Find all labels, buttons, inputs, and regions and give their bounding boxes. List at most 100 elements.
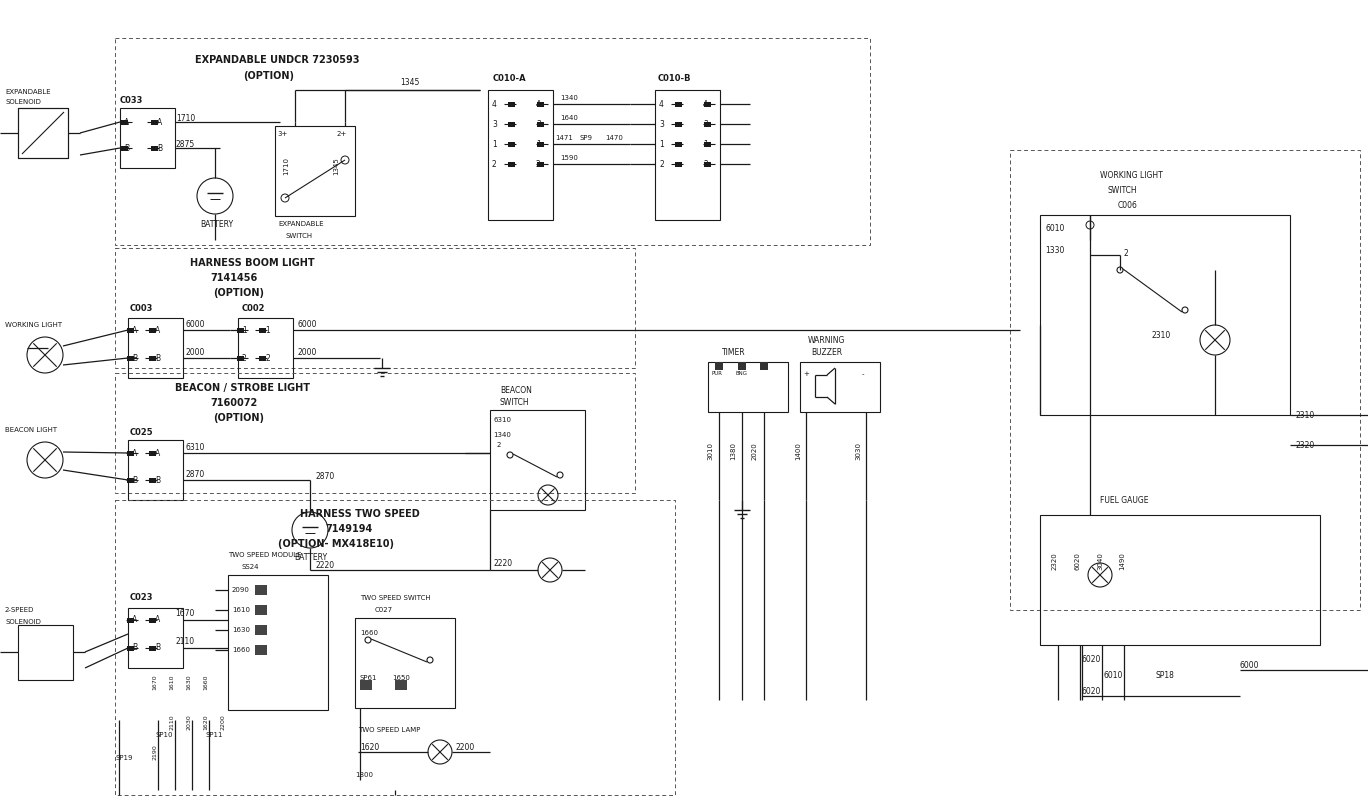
Text: A: A — [157, 117, 163, 126]
Text: 4: 4 — [659, 100, 663, 108]
Text: 6000: 6000 — [298, 320, 317, 328]
Text: 1660: 1660 — [233, 647, 250, 653]
Text: C025: C025 — [130, 427, 153, 437]
Text: 2310: 2310 — [1152, 331, 1171, 340]
Bar — [1040, 515, 1320, 645]
Text: 2: 2 — [703, 159, 707, 168]
Text: C010-A: C010-A — [492, 74, 527, 83]
Bar — [115, 248, 635, 368]
Text: TWO SPEED SWITCH: TWO SPEED SWITCH — [360, 595, 431, 601]
Text: 3: 3 — [659, 120, 663, 129]
Text: WARNING: WARNING — [808, 336, 845, 345]
Text: (OPTION): (OPTION) — [213, 288, 264, 298]
Bar — [674, 142, 683, 146]
Text: 2: 2 — [497, 442, 502, 448]
Text: B: B — [155, 643, 160, 653]
Text: 6310: 6310 — [492, 417, 512, 423]
Text: 7141456: 7141456 — [211, 273, 257, 283]
Text: SS24: SS24 — [242, 564, 260, 570]
Text: (OPTION): (OPTION) — [244, 71, 294, 81]
Bar — [705, 142, 711, 146]
Text: 4: 4 — [703, 100, 707, 108]
Text: TWO SPEED LAMP: TWO SPEED LAMP — [358, 727, 420, 733]
Bar — [149, 355, 156, 361]
Text: TWO SPEED MODULE: TWO SPEED MODULE — [228, 552, 301, 558]
Text: 1: 1 — [659, 139, 663, 149]
Bar — [254, 645, 267, 655]
Text: SP19: SP19 — [116, 755, 134, 761]
Text: 3030: 3030 — [855, 442, 860, 460]
Text: 6000: 6000 — [1239, 660, 1260, 670]
Text: 2875: 2875 — [176, 139, 196, 149]
Text: 6020: 6020 — [1082, 688, 1101, 697]
Text: B: B — [131, 643, 137, 653]
Text: 1620: 1620 — [204, 714, 208, 730]
Text: SOLENOID: SOLENOID — [5, 99, 41, 105]
Text: 1: 1 — [242, 325, 246, 334]
Text: C023: C023 — [130, 594, 153, 603]
Bar — [508, 121, 514, 126]
Text: SWITCH: SWITCH — [499, 397, 529, 406]
Bar — [715, 362, 724, 370]
Text: B: B — [131, 476, 137, 485]
Text: C003: C003 — [130, 303, 153, 312]
Text: 6010: 6010 — [1045, 223, 1064, 232]
Text: 1800: 1800 — [356, 772, 373, 778]
Text: C027: C027 — [375, 607, 393, 613]
Text: 2000: 2000 — [298, 348, 317, 357]
Text: 3: 3 — [536, 120, 540, 129]
Bar — [259, 328, 265, 332]
Bar — [356, 618, 456, 708]
Text: 2: 2 — [1123, 248, 1127, 257]
Bar — [254, 605, 267, 615]
Text: 1345: 1345 — [332, 157, 339, 175]
Text: A: A — [131, 448, 137, 458]
Bar — [395, 680, 408, 690]
Text: A: A — [131, 325, 137, 334]
Bar — [538, 162, 544, 167]
Text: 1340: 1340 — [492, 432, 510, 438]
Text: C010-B: C010-B — [658, 74, 691, 83]
Text: 2200: 2200 — [456, 743, 475, 752]
Text: 3: 3 — [703, 120, 707, 129]
Text: HARNESS TWO SPEED: HARNESS TWO SPEED — [300, 509, 420, 519]
Bar — [488, 90, 553, 220]
Text: EXPANDABLE: EXPANDABLE — [278, 221, 324, 227]
Text: 2000: 2000 — [186, 348, 205, 357]
Bar — [259, 355, 265, 361]
Text: WORKING LIGHT: WORKING LIGHT — [1100, 171, 1163, 180]
Text: +: + — [803, 371, 808, 377]
Text: C033: C033 — [120, 95, 144, 104]
Bar — [238, 318, 293, 378]
Text: SOLENOID: SOLENOID — [5, 619, 41, 625]
Text: 3040: 3040 — [1097, 552, 1103, 570]
Bar — [127, 451, 134, 455]
Text: SP10: SP10 — [155, 732, 172, 738]
Bar — [705, 121, 711, 126]
Bar — [150, 146, 157, 150]
Text: 1380: 1380 — [731, 442, 736, 460]
Text: SP11: SP11 — [207, 732, 223, 738]
Text: 2: 2 — [492, 159, 497, 168]
Bar — [674, 121, 683, 126]
Text: B: B — [124, 143, 129, 153]
Text: 4: 4 — [536, 100, 540, 108]
Text: SWITCH: SWITCH — [1108, 185, 1138, 194]
Text: 2310: 2310 — [1295, 410, 1315, 420]
Bar — [508, 142, 514, 146]
Text: 2110: 2110 — [170, 714, 175, 730]
Text: BATTERY: BATTERY — [200, 219, 233, 228]
Text: 2110: 2110 — [175, 637, 194, 646]
Text: SP9: SP9 — [580, 135, 592, 141]
Bar — [800, 362, 880, 412]
Text: 1470: 1470 — [605, 135, 622, 141]
Text: 6020: 6020 — [1082, 655, 1101, 664]
Bar — [129, 318, 183, 378]
Bar — [538, 121, 544, 126]
Text: PUR: PUR — [711, 371, 724, 375]
Text: A: A — [124, 117, 129, 126]
Text: C006: C006 — [1118, 201, 1138, 210]
Text: 1: 1 — [536, 139, 540, 149]
Text: 6000: 6000 — [186, 320, 205, 328]
Bar — [508, 162, 514, 167]
